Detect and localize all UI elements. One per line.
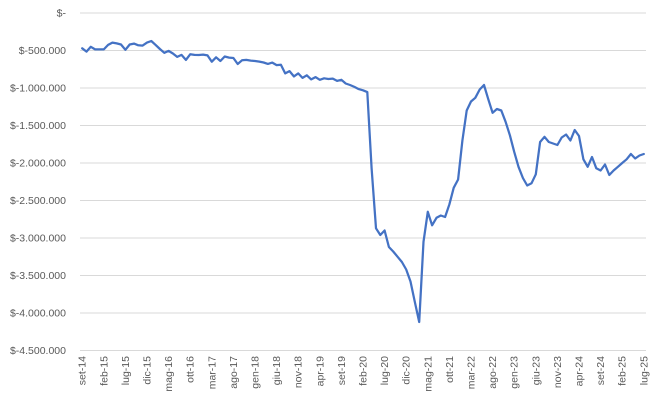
x-tick-label: apr-24 [574,356,586,387]
x-tick-label: nov-23 [552,356,564,388]
series-line [81,39,645,324]
x-tick-label: feb-15 [98,356,110,386]
x-tick-label: ott-16 [185,356,197,383]
y-tick-label: $-4.000.000 [10,308,66,320]
x-tick-label: set-14 [77,356,89,385]
x-tick-label: mar-22 [466,356,478,389]
x-tick-label: gen-23 [509,356,521,389]
y-tick-label: $-1.000.000 [10,83,66,95]
y-tick-label: $-2.500.000 [10,195,66,207]
x-tick-label: apr-19 [314,356,326,387]
x-tick-label: giu-18 [271,356,283,385]
y-tick-label: $- [57,8,67,20]
x-tick-label: ago-22 [487,356,499,389]
x-tick-label: feb-20 [358,356,370,386]
y-tick-label: $-2.000.000 [10,158,66,170]
x-tick-label: lug-25 [638,356,650,385]
y-tick-label: $-3.500.000 [10,270,66,282]
x-tick-label: set-19 [336,356,348,385]
x-tick-label: dic-15 [141,356,153,385]
y-tick-label: $-4.500.000 [10,345,66,357]
x-tick-label: mag-21 [422,356,434,392]
x-tick-label: lug-15 [120,356,132,385]
x-tick-label: lug-20 [379,356,391,385]
x-tick-label: ago-17 [228,356,240,389]
x-tick-label: nov-18 [293,356,305,388]
x-tick-label: ott-21 [444,356,456,383]
x-tick-label: gen-18 [249,356,261,389]
y-tick-label: $-1.500.000 [10,120,66,132]
x-tick-label: giu-23 [530,356,542,385]
x-tick-label: set-24 [595,356,607,385]
x-tick-label: mar-17 [206,356,218,389]
x-tick-label: mag-16 [163,356,175,392]
y-tick-label: $-3.000.000 [10,233,66,245]
y-tick-label: $-500.000 [19,45,66,57]
x-tick-label: dic-20 [401,356,413,385]
x-tick-label: feb-25 [617,356,629,386]
